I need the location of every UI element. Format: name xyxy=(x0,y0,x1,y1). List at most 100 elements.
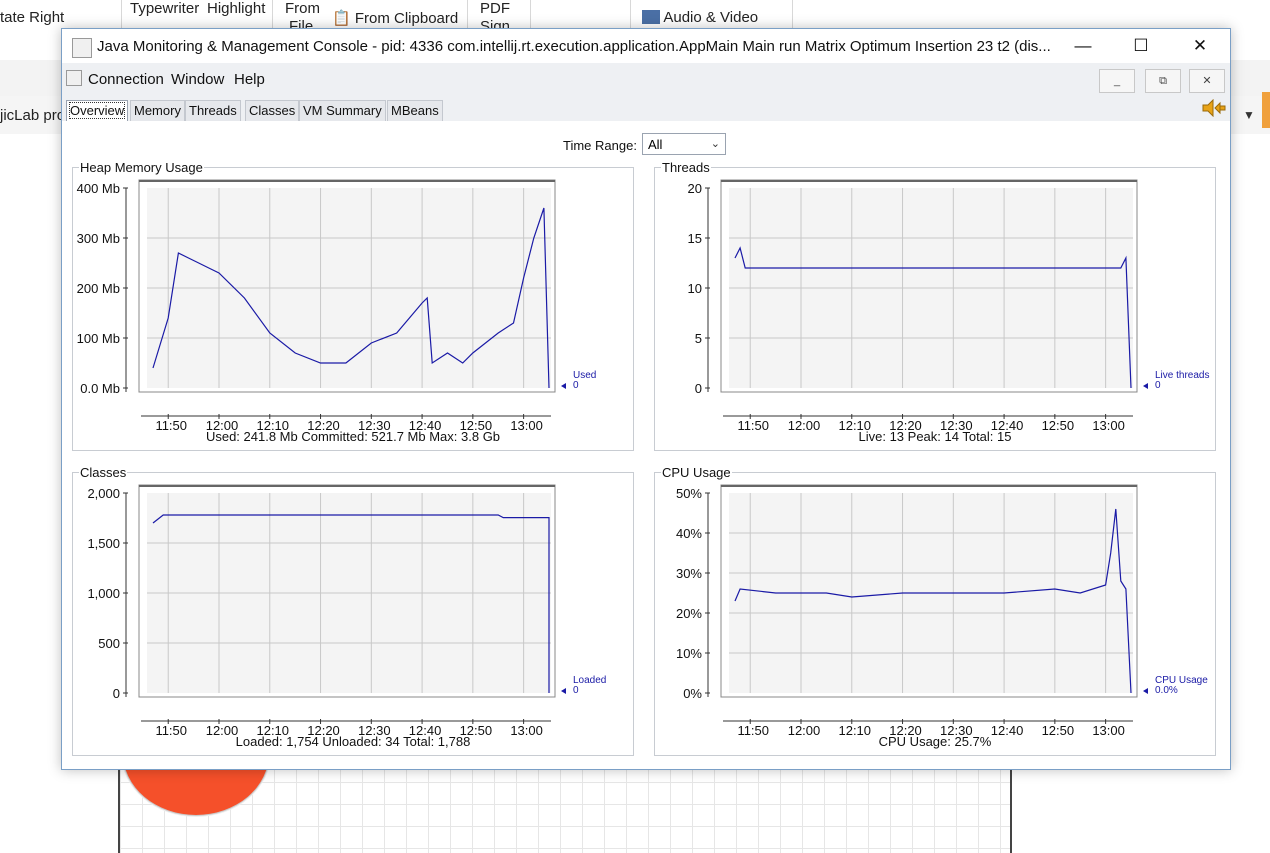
maximize-button[interactable]: ☐ xyxy=(1133,36,1149,55)
series-line xyxy=(152,207,550,389)
tab-bar: Overview Memory Threads Classes VM Summa… xyxy=(62,95,1230,122)
menu-connection[interactable]: Connection xyxy=(88,71,164,88)
y-tick-label: 40% xyxy=(676,526,702,541)
background-grid-paper xyxy=(118,760,1012,853)
x-tick-label: 12:30 xyxy=(358,418,391,433)
x-tick-label: 11:50 xyxy=(155,418,187,433)
chevron-down-icon[interactable]: ▼ xyxy=(1243,108,1255,122)
ribbon-separator xyxy=(530,0,531,36)
ribbon-from[interactable]: From xyxy=(285,0,320,17)
cpu-usage-title: CPU Usage xyxy=(661,465,732,480)
ribbon-typewriter[interactable]: Typewriter xyxy=(130,0,200,17)
ribbon-rotate-right[interactable]: tate Right xyxy=(0,9,65,26)
ribbon-separator xyxy=(792,0,793,36)
background-orange-tab xyxy=(1262,92,1270,128)
x-tick-label: 13:00 xyxy=(1092,418,1125,433)
y-tick-label: 1,000 xyxy=(87,586,120,601)
heap-memory-chart: 11:50 12:00 12:10 12:20 12:30 12:40 12:50 13:00… xyxy=(77,179,596,433)
legend-marker xyxy=(1143,688,1148,694)
menu-window[interactable]: Window xyxy=(171,71,225,88)
tab-threads[interactable]: Threads xyxy=(185,100,241,121)
y-tick-label: 200 Mb xyxy=(77,281,120,296)
x-tick-label: 11:50 xyxy=(155,723,187,738)
series-line xyxy=(734,508,1132,694)
y-tick-label: 500 xyxy=(98,636,120,651)
classes-summary: Loaded: 1,754 Unloaded: 34 Total: 1,788 xyxy=(235,734,471,749)
x-tick-label: 11:50 xyxy=(737,418,769,433)
y-tick-label: 20% xyxy=(676,606,702,621)
legend-marker xyxy=(561,688,566,694)
cpu-usage-panel: 11:50 12:00 12:10 12:20 12:30 12:40 12:50 13:00… xyxy=(654,465,1216,756)
x-tick-label: 12:20 xyxy=(889,723,922,738)
cpu-usage-chart: 11:50 12:00 12:10 12:20 12:30 12:40 12:50 13:00… xyxy=(676,484,1208,738)
x-tick-label: 12:50 xyxy=(460,418,493,433)
tab-memory[interactable]: Memory xyxy=(130,100,185,121)
time-range-value: All xyxy=(648,137,663,152)
x-tick-label: 12:10 xyxy=(256,723,289,738)
legend-label: CPU Usage xyxy=(1155,675,1208,686)
tab-mbeans[interactable]: MBeans xyxy=(387,100,443,121)
threads-title: Threads xyxy=(661,160,711,175)
java-menu-icon[interactable] xyxy=(66,70,82,86)
ribbon-separator xyxy=(121,0,122,36)
window-title: Java Monitoring & Management Console - p… xyxy=(97,38,1051,55)
y-tick-label: 1,500 xyxy=(87,536,120,551)
y-tick-label: 0 xyxy=(113,686,120,701)
tab-overview[interactable]: Overview xyxy=(66,100,129,121)
film-icon xyxy=(642,10,660,24)
series-line xyxy=(152,514,550,693)
internal-restore-button[interactable]: ⧉ xyxy=(1145,69,1181,93)
x-tick-label: 12:50 xyxy=(1042,418,1075,433)
jconsole-window: Java Monitoring & Management Console - p… xyxy=(61,28,1231,770)
x-tick-label: 12:40 xyxy=(991,723,1024,738)
menu-help[interactable]: Help xyxy=(234,71,265,88)
x-tick-label: 12:40 xyxy=(409,723,442,738)
ribbon-audio-video[interactable]: Audio & Video xyxy=(642,9,758,26)
y-tick-label: 300 Mb xyxy=(77,231,120,246)
minimize-button[interactable]: — xyxy=(1074,36,1092,55)
clipboard-icon: 📋 xyxy=(332,10,351,27)
classes-chart: 11:50 12:00 12:10 12:20 12:30 12:40 12:50 13:00… xyxy=(87,484,606,738)
ribbon-separator xyxy=(467,0,468,36)
tab-classes[interactable]: Classes xyxy=(245,100,300,121)
heap-memory-summary: Used: 241.8 Mb Committed: 521.7 Mb Max: … xyxy=(205,429,501,444)
connection-status-icon[interactable] xyxy=(1202,99,1226,117)
tab-vm-summary[interactable]: VM Summary xyxy=(299,100,386,121)
time-range-label: Time Range: xyxy=(563,138,637,153)
background-document-tab[interactable]: jicLab pro xyxy=(0,107,66,124)
java-app-icon xyxy=(72,38,92,58)
y-tick-label: 2,000 xyxy=(87,486,120,501)
x-tick-label: 11:50 xyxy=(737,723,769,738)
y-tick-label: 400 Mb xyxy=(77,181,120,196)
y-tick-label: 0% xyxy=(683,686,702,701)
heap-memory-title: Heap Memory Usage xyxy=(79,160,204,175)
x-tick-label: 12:30 xyxy=(358,723,391,738)
threads-chart: 11:50 12:00 12:10 12:20 12:30 12:40 12:50 13:00… xyxy=(688,179,1209,433)
internal-close-button[interactable]: ✕ xyxy=(1189,69,1225,93)
ribbon-from-clipboard[interactable]: 📋 From Clipboard xyxy=(332,10,459,27)
series-line xyxy=(734,246,1132,389)
x-tick-label: 12:30 xyxy=(940,418,973,433)
legend-value: 0.0% xyxy=(1155,685,1178,696)
time-range-select[interactable]: All ⌄ xyxy=(642,133,726,155)
x-tick-label: 12:10 xyxy=(256,418,289,433)
ribbon-pdf[interactable]: PDF xyxy=(480,0,510,17)
threads-panel: 11:50 12:00 12:10 12:20 12:30 12:40 12:50 13:00… xyxy=(654,160,1216,451)
x-tick-label: 12:20 xyxy=(307,723,340,738)
x-tick-label: 12:10 xyxy=(838,723,871,738)
internal-minimize-button[interactable]: _ xyxy=(1099,69,1135,93)
x-tick-label: 12:50 xyxy=(1042,723,1075,738)
y-tick-label: 10 xyxy=(688,281,702,296)
y-tick-label: 0 xyxy=(695,381,702,396)
y-tick-label: 10% xyxy=(676,646,702,661)
y-tick-label: 20 xyxy=(688,181,702,196)
ribbon-highlight[interactable]: Highlight xyxy=(207,0,266,17)
legend-value: 0 xyxy=(573,685,579,696)
window-titlebar[interactable]: Java Monitoring & Management Console - p… xyxy=(62,29,1230,63)
y-tick-label: 50% xyxy=(676,486,702,501)
heap-memory-panel: 11:50 12:00 12:10 12:20 12:30 12:40 12:50 13:00… xyxy=(72,160,634,451)
x-tick-label: 12:00 xyxy=(788,723,821,738)
close-button[interactable]: ✕ xyxy=(1192,36,1208,55)
x-tick-label: 12:40 xyxy=(991,418,1024,433)
x-tick-label: 13:00 xyxy=(1092,723,1125,738)
